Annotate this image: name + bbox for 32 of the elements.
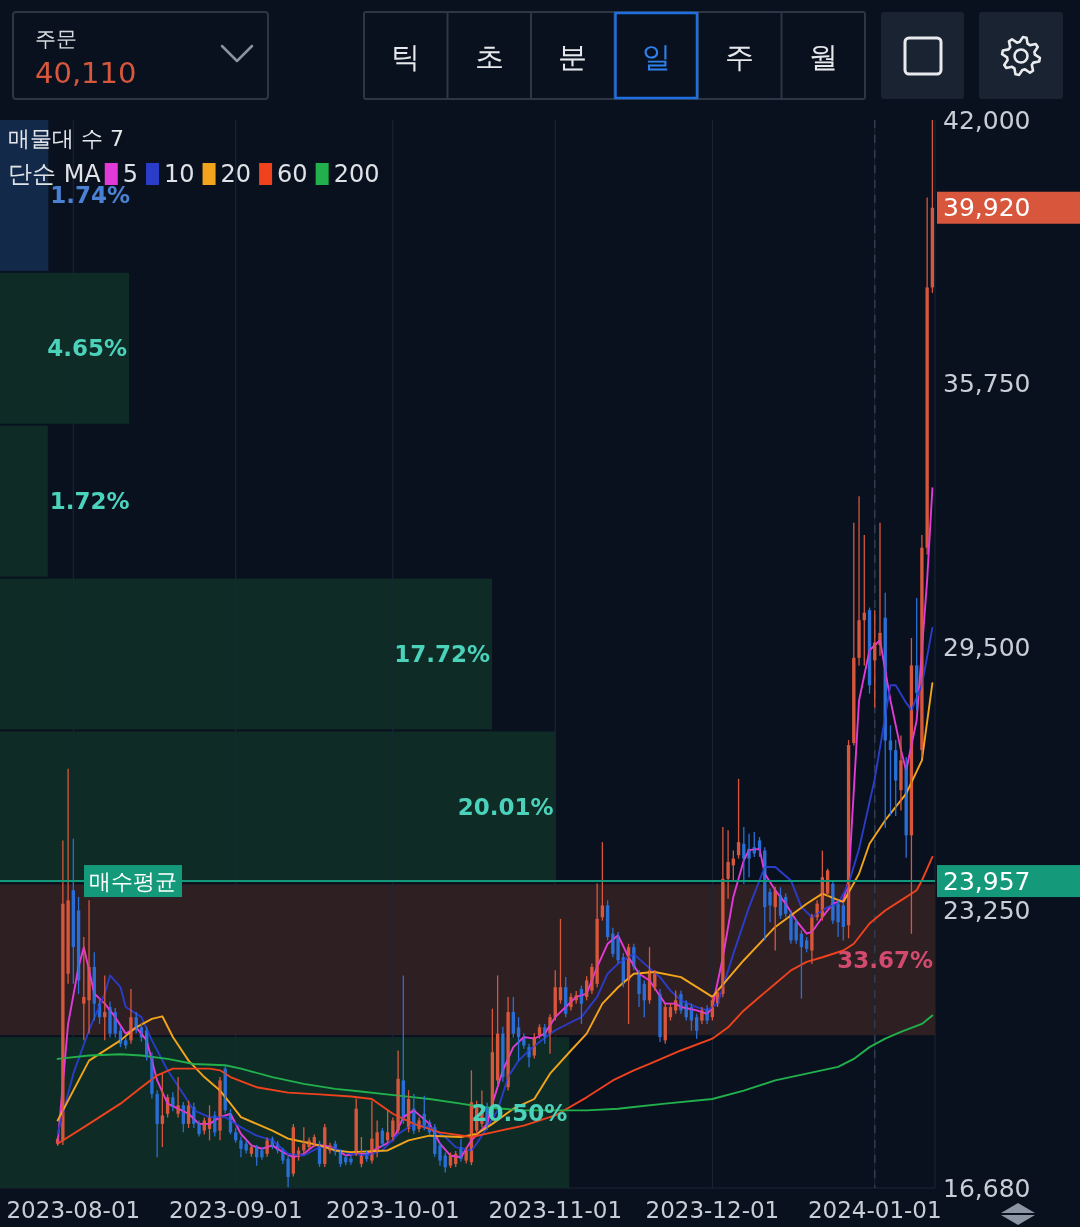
annotation: 40,110 [35, 56, 137, 90]
y-tick-label: 29,500 [943, 632, 1031, 662]
x-tick-label: 2023-10-01 [326, 1197, 460, 1223]
y-tick-label: 23,957 [943, 866, 1031, 896]
annotation: 주 [725, 40, 755, 74]
y-tick-label: 35,750 [943, 369, 1031, 399]
annotation: 틱 [391, 40, 421, 74]
data-label: 20.01% [457, 793, 554, 820]
legend-label: 60 [277, 160, 308, 188]
y-tick-label: 42,000 [943, 105, 1031, 135]
legend-label: 20 [220, 160, 252, 188]
data-label: 4.65% [47, 335, 128, 362]
text: 매물대 수 7 [8, 126, 124, 151]
y-tick-label: 16,680 [943, 1173, 1031, 1203]
data-label: 33.67% [837, 946, 933, 973]
text: 주문 [35, 27, 77, 51]
x-tick-label: 2023-09-01 [168, 1197, 303, 1223]
legend-label: 200 [333, 160, 380, 188]
x-tick-label: 2023-08-01 [6, 1197, 141, 1223]
legend-label: 10 [164, 160, 195, 188]
data-label: 1.72% [49, 488, 130, 515]
annotation: 월 [808, 40, 838, 74]
annotation: 초 [474, 40, 504, 74]
x-tick-label: 2024-01-01 [807, 1197, 942, 1223]
x-tick-label: 2023-12-01 [645, 1197, 780, 1223]
x-tick-label: 2023-11-01 [488, 1197, 623, 1223]
annotation: 일 [641, 40, 671, 74]
y-tick-label: 39,920 [943, 193, 1031, 223]
data-label: 17.72% [394, 641, 491, 667]
annotation: 분 [558, 40, 588, 74]
y-tick-label: 23,250 [943, 896, 1031, 926]
ref-line-label: 매수평균 [89, 868, 177, 894]
